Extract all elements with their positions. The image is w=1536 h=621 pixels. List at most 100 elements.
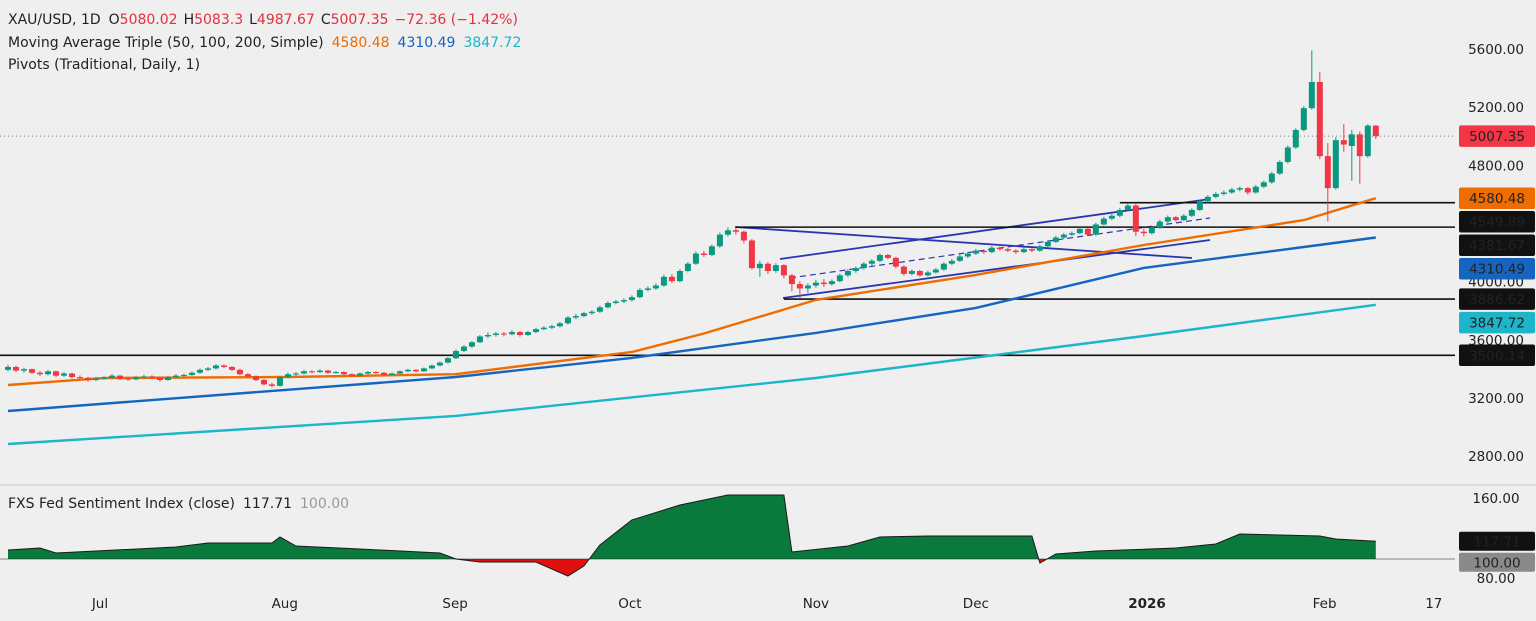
- candle-body: [1044, 241, 1051, 247]
- open-value: 5080.02: [120, 12, 178, 28]
- candle-body: [740, 231, 747, 241]
- price-badge-label: 3886.62: [1469, 292, 1525, 308]
- candle-body: [292, 373, 299, 375]
- candle-body: [604, 302, 611, 308]
- candle-body: [340, 372, 347, 375]
- candle-body: [76, 377, 83, 379]
- candle-body: [868, 260, 875, 264]
- price-badge-label: 3500.14: [1469, 348, 1525, 364]
- candle-body: [188, 372, 195, 375]
- candle-body: [1260, 182, 1267, 187]
- candle-body: [1356, 134, 1363, 157]
- candle-body: [932, 269, 939, 273]
- x-tick-label: Nov: [803, 596, 829, 612]
- candle-body: [1236, 188, 1243, 190]
- candle-body: [748, 240, 755, 269]
- ma-value: 4580.48: [332, 35, 390, 51]
- candle-body: [956, 256, 963, 261]
- candle-body: [252, 376, 259, 381]
- candle-body: [988, 247, 995, 253]
- candle-body: [588, 311, 595, 314]
- candle-body: [1324, 156, 1331, 189]
- candle-body: [1332, 140, 1339, 189]
- candle-body: [804, 285, 811, 289]
- candle-body: [220, 365, 227, 367]
- candle-body: [572, 316, 579, 318]
- candle-body: [36, 372, 43, 375]
- candle-body: [1372, 125, 1379, 137]
- candle-body: [564, 317, 571, 324]
- candle-body: [380, 372, 387, 375]
- candle-body: [1068, 233, 1075, 235]
- close-value: 5007.35: [331, 12, 389, 28]
- price-badge-label: 5007.35: [1469, 129, 1525, 145]
- candle-body: [772, 265, 779, 271]
- candle-body: [1052, 237, 1059, 242]
- candle-body: [444, 358, 451, 363]
- candle-body: [980, 250, 987, 253]
- price-badge: [1459, 125, 1535, 147]
- candle-body: [116, 375, 123, 379]
- candle-body: [916, 270, 923, 276]
- candle-body: [556, 323, 563, 327]
- candle-body: [780, 265, 787, 276]
- price-badge-label: 100.00: [1473, 555, 1520, 571]
- price-badge-label: 4580.48: [1469, 191, 1525, 207]
- candle-body: [84, 377, 91, 381]
- ma-title: Moving Average Triple (50, 100, 200, Sim…: [8, 35, 324, 51]
- candle-body: [860, 263, 867, 269]
- candle-body: [388, 373, 395, 375]
- candle-body: [500, 333, 507, 335]
- candle-body: [244, 374, 251, 377]
- x-tick-label: 2026: [1128, 596, 1166, 612]
- candle-body: [844, 270, 851, 276]
- moving-average-line: [7, 236, 1376, 413]
- candle-body: [196, 369, 203, 373]
- candle-body: [580, 313, 587, 317]
- candle-body: [716, 234, 723, 247]
- plot-layer: 2800.003200.003600.004000.004800.005200.…: [0, 42, 1535, 612]
- candle-body: [1276, 161, 1283, 174]
- x-tick-label: Sep: [442, 596, 467, 612]
- candle-body: [100, 377, 107, 379]
- candle-body: [148, 376, 155, 378]
- candle-body: [764, 263, 771, 271]
- y-tick-label: 4800.00: [1468, 158, 1524, 174]
- candle-body: [676, 270, 683, 282]
- candle-body: [1012, 250, 1019, 253]
- candle-body: [1228, 189, 1235, 193]
- change: −72.36 (−1.42%): [395, 12, 518, 28]
- candle-body: [284, 374, 291, 378]
- candle-body: [468, 342, 475, 347]
- candle-body: [476, 336, 483, 343]
- candle-body: [268, 384, 275, 386]
- candle-body: [636, 289, 643, 298]
- candle-body: [156, 377, 163, 381]
- price-badge: [1459, 288, 1535, 310]
- candle-body: [708, 246, 715, 256]
- price-badge-label: 4549.89: [1469, 215, 1525, 231]
- y-tick-label: 80.00: [1477, 571, 1516, 587]
- candle-body: [428, 365, 435, 369]
- candle-body: [356, 373, 363, 376]
- candle-body: [900, 266, 907, 274]
- candle-body: [1028, 249, 1035, 251]
- candle-body: [812, 282, 819, 286]
- candle-body: [508, 332, 515, 335]
- candle-body: [60, 373, 67, 376]
- price-badge: [1459, 344, 1535, 367]
- candle-body: [1220, 192, 1227, 194]
- x-tick-label: Jul: [91, 596, 108, 612]
- pivots-title: Pivots (Traditional, Daily, 1): [8, 57, 200, 73]
- indicator-value: 117.71: [243, 496, 292, 512]
- candle-body: [316, 370, 323, 373]
- candle-body: [1036, 246, 1043, 251]
- price-badge-label: 4381.67: [1469, 238, 1525, 254]
- candle-body: [612, 301, 619, 303]
- candle-body: [1172, 217, 1179, 221]
- candle-body: [276, 377, 283, 386]
- candle-body: [1308, 81, 1315, 109]
- y-tick-label: 160.00: [1472, 491, 1519, 507]
- symbol-line: XAU/USD, 1D O5080.02 H5083.3 L4987.67 C5007.…: [8, 12, 518, 28]
